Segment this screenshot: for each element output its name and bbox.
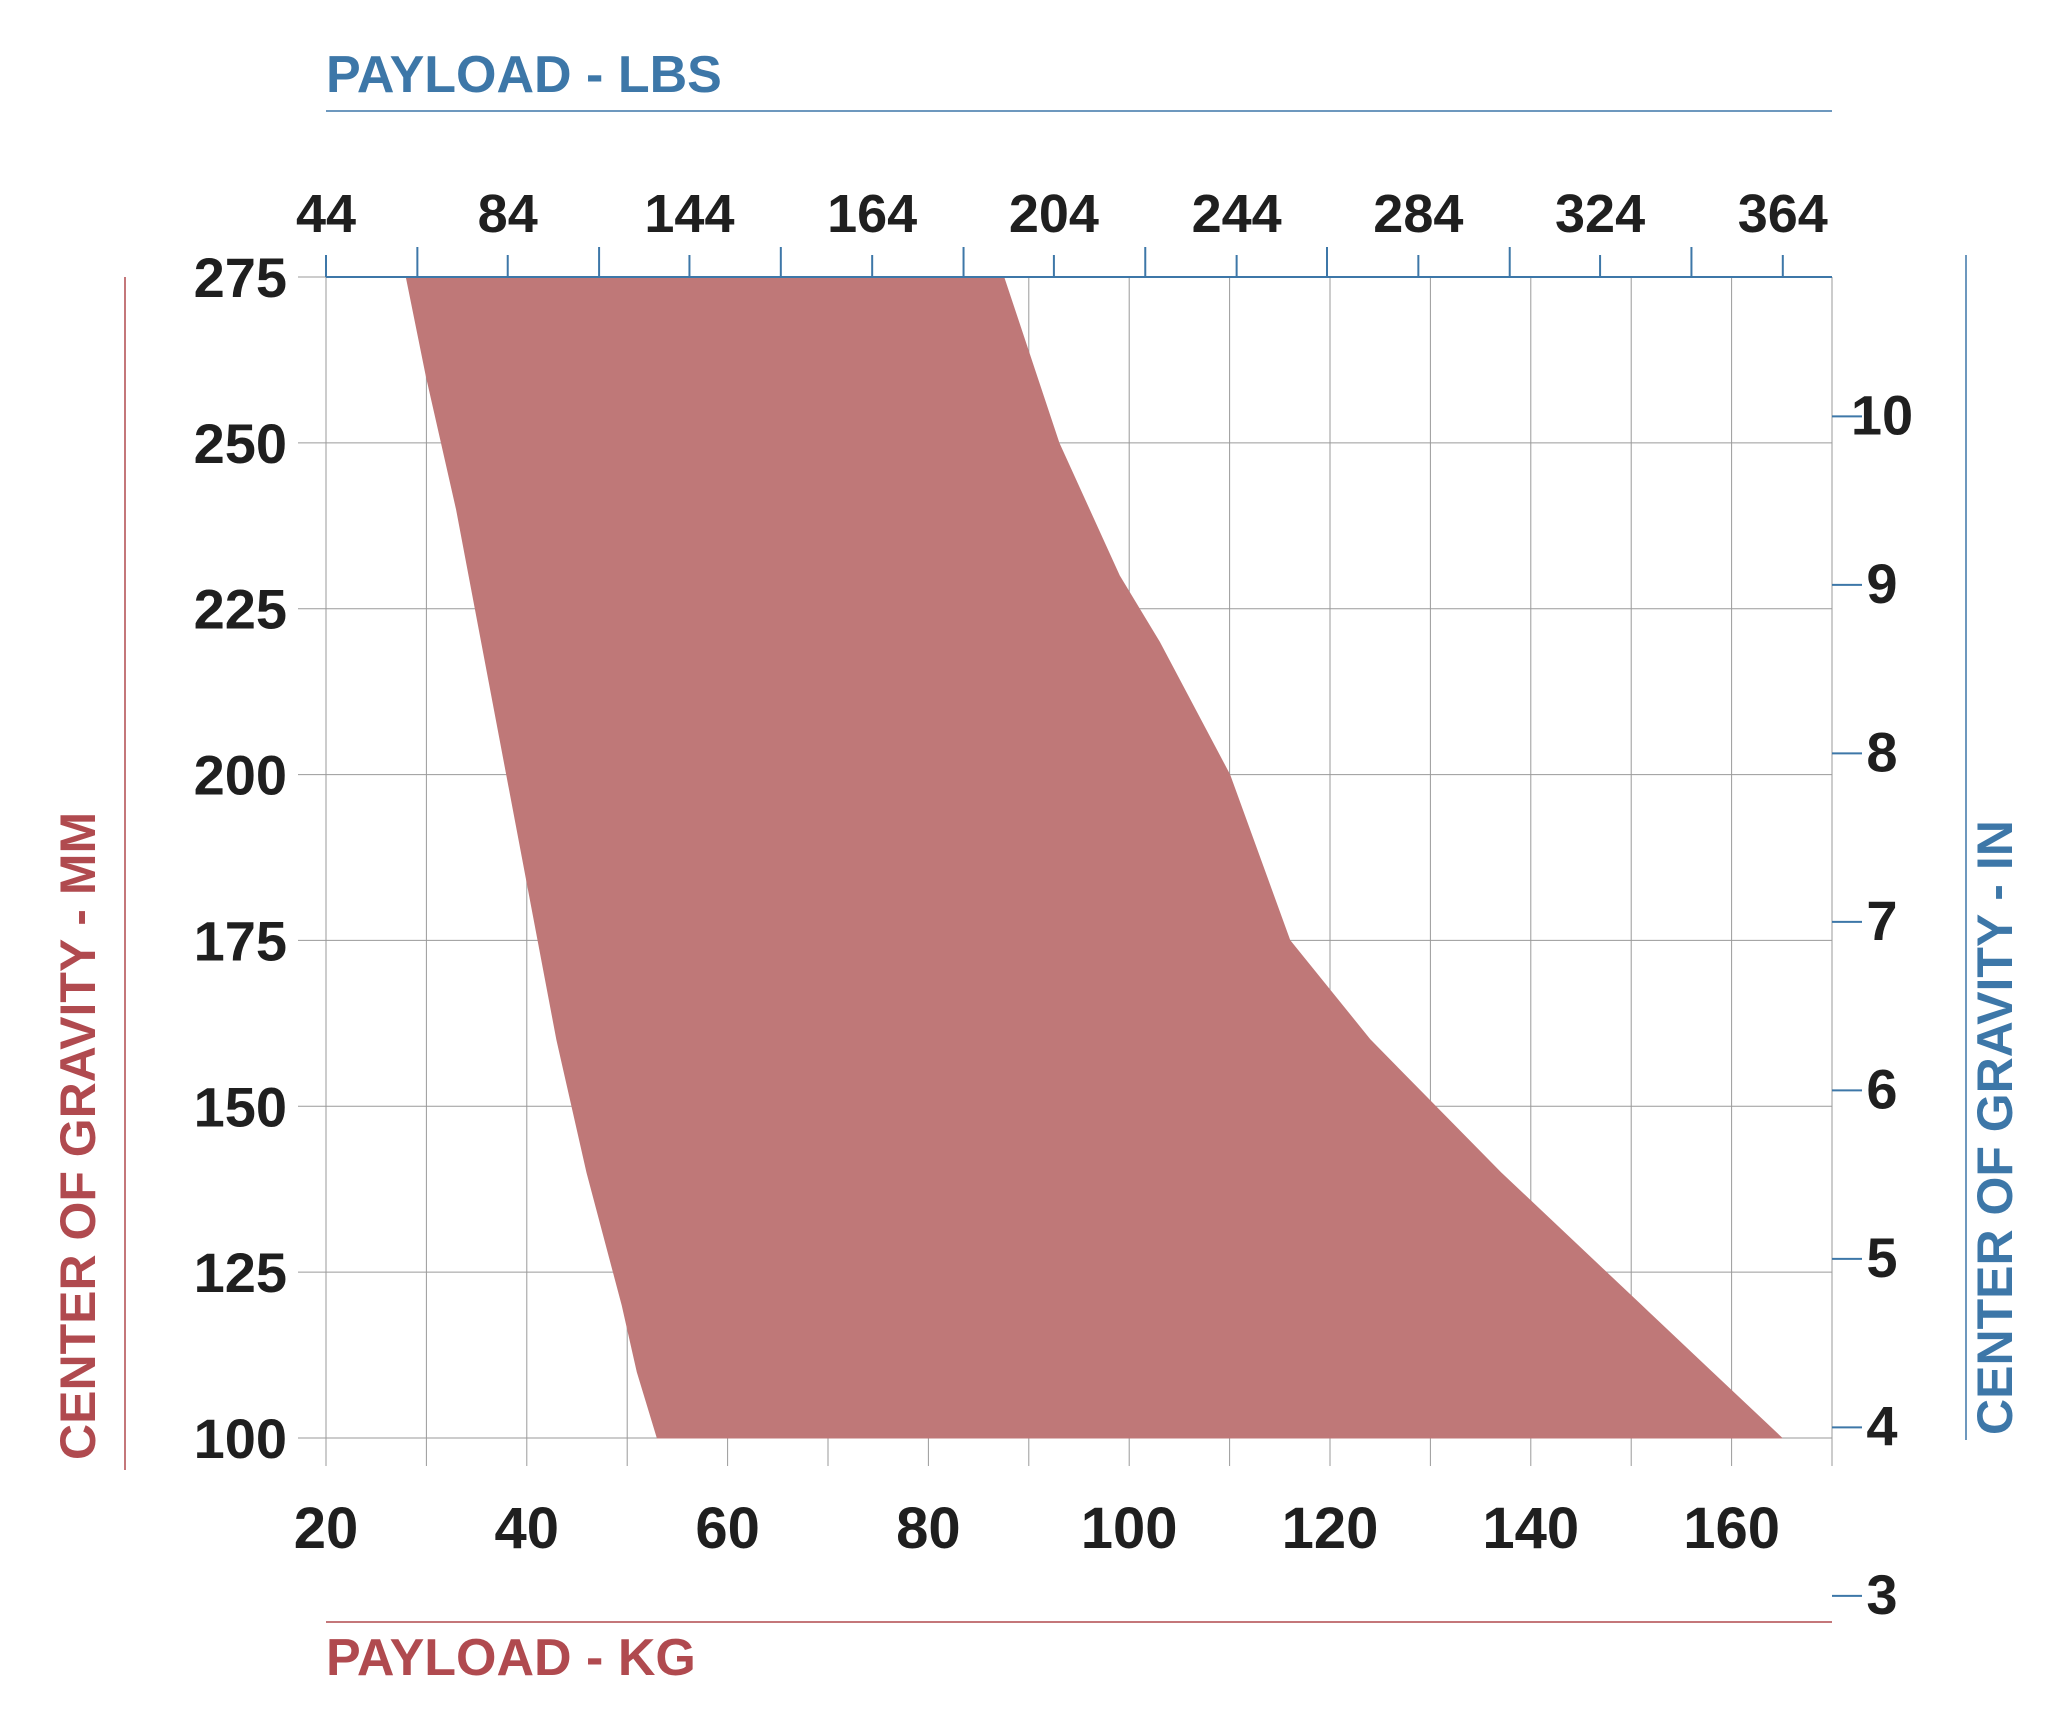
left-tick-label: 250 bbox=[194, 412, 287, 475]
bottom-tick-label: 20 bbox=[294, 1496, 359, 1561]
right-tick-label: 5 bbox=[1866, 1226, 1897, 1289]
top-tick-labels: 44 84 144 164 204 244 284 324 364 bbox=[296, 184, 1828, 244]
bottom-axis-title: PAYLOAD - KG bbox=[326, 1629, 696, 1687]
top-axis-title: PAYLOAD - LBS bbox=[326, 46, 722, 104]
bottom-tick-label: 100 bbox=[1081, 1496, 1178, 1561]
left-tick-label: 200 bbox=[194, 744, 287, 807]
right-axis-title: CENTER OF GRAVITY - IN bbox=[1967, 820, 2023, 1435]
top-tick-label: 324 bbox=[1555, 184, 1645, 244]
right-tick-label: 9 bbox=[1866, 552, 1897, 615]
left-tick-labels: 275 250 225 200 175 150 125 100 bbox=[194, 246, 287, 1470]
top-tick-label: 44 bbox=[296, 184, 356, 244]
allowed-region-area bbox=[405, 276, 1783, 1439]
bottom-tick-label: 40 bbox=[495, 1496, 560, 1561]
left-tick-label: 150 bbox=[194, 1075, 287, 1138]
right-tick-label: 10 bbox=[1851, 383, 1913, 446]
right-tick-label: 4 bbox=[1866, 1394, 1897, 1457]
axes bbox=[124, 110, 1967, 1623]
top-tick-label: 204 bbox=[1009, 184, 1099, 244]
right-tick-label: 3 bbox=[1866, 1563, 1897, 1626]
right-tick-label: 7 bbox=[1866, 889, 1897, 952]
bottom-tick-label: 60 bbox=[695, 1496, 760, 1561]
top-tick-label: 84 bbox=[478, 184, 538, 244]
top-tick-label: 144 bbox=[644, 184, 734, 244]
bottom-tick-label: 160 bbox=[1683, 1496, 1780, 1561]
top-tick-label: 284 bbox=[1373, 184, 1463, 244]
bottom-tick-labels: 20 40 60 80 100 120 140 160 bbox=[294, 1496, 1780, 1561]
left-tick-label: 275 bbox=[194, 246, 287, 309]
top-tick-label: 244 bbox=[1192, 184, 1282, 244]
left-tick-label: 225 bbox=[194, 578, 287, 641]
left-axis-title: CENTER OF GRAVITY - MM bbox=[50, 812, 106, 1460]
top-tick-label: 164 bbox=[827, 184, 917, 244]
bottom-tick-label: 80 bbox=[896, 1496, 961, 1561]
left-tick-label: 125 bbox=[194, 1241, 287, 1304]
right-tick-label: 6 bbox=[1866, 1057, 1897, 1120]
right-tick-labels: 2345678910 bbox=[1851, 383, 1913, 1626]
left-tick-label: 175 bbox=[194, 909, 287, 972]
bottom-tick-label: 120 bbox=[1282, 1496, 1379, 1561]
bottom-tick-label: 140 bbox=[1482, 1496, 1579, 1561]
left-tick-label: 100 bbox=[194, 1407, 287, 1470]
top-tick-label: 364 bbox=[1738, 184, 1828, 244]
right-tick-label: 8 bbox=[1866, 720, 1897, 783]
